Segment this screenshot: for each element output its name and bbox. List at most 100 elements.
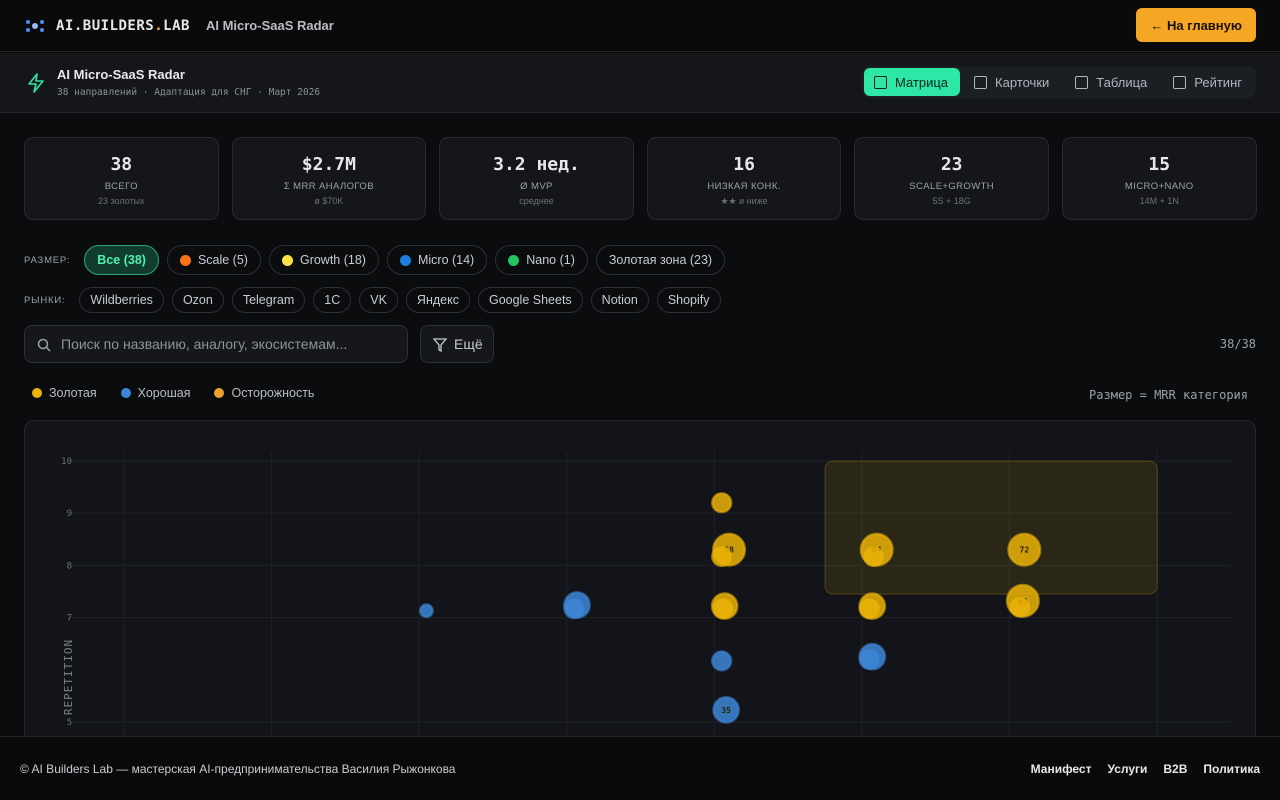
stat-card: $2.7M Σ MRR АНАЛОГОВ ø $70K xyxy=(231,137,427,220)
brand-part: AI xyxy=(56,17,74,34)
top-bar: AI.BUILDERS.LAB AI Micro-SaaS Radar ← На… xyxy=(0,0,1280,52)
tab-label: Карточки xyxy=(995,74,1050,90)
stat-sub: ø $70K xyxy=(314,196,344,206)
stat-sub: 14M + 1N xyxy=(1139,196,1179,206)
chip-dot xyxy=(399,254,411,266)
legend-swatch xyxy=(120,388,131,398)
logo-icon xyxy=(26,19,44,32)
size-chip[interactable]: Все (38) xyxy=(84,245,159,275)
footer-link[interactable]: B2B xyxy=(1163,761,1188,776)
view-tab[interactable]: Матрица xyxy=(864,68,961,96)
brand-part: .BUILDERS xyxy=(73,17,155,34)
market-chip[interactable]: Ozon xyxy=(171,287,224,313)
footer-link[interactable]: Политика xyxy=(1203,761,1260,776)
view-tab[interactable]: Таблица xyxy=(1065,68,1159,96)
filter-icon xyxy=(433,338,447,352)
tab-icon xyxy=(1075,75,1089,89)
section-subtitle: 38 направлений · Адаптация для СНГ · Мар… xyxy=(57,87,321,98)
stat-card: 23 SCALE+GROWTH 5S + 18G xyxy=(854,137,1049,220)
tab-label: Матрица xyxy=(895,74,949,90)
chip-dot xyxy=(281,254,293,266)
tab-icon xyxy=(1173,75,1187,89)
bubble xyxy=(858,598,880,620)
view-tabs: Матрица Карточки Таблица Рейтинг xyxy=(862,66,1256,98)
stat-label: ВСЕГО xyxy=(104,181,138,192)
size-chip[interactable]: Growth (18) xyxy=(268,245,379,275)
legend-label: Хорошая xyxy=(137,386,191,400)
more-button[interactable]: Ещё xyxy=(420,325,494,363)
footer: © AI Builders Lab — мастерская AI-предпр… xyxy=(0,736,1280,800)
stat-card: 38 ВСЕГО 23 золотых xyxy=(24,137,219,220)
bubble-score: 35 xyxy=(721,706,731,715)
market-chip[interactable]: VK xyxy=(359,287,398,313)
brand-part: LAB xyxy=(163,17,190,34)
footer-links: Манифест Услуги B2B Политика xyxy=(1031,762,1260,776)
stat-card: 3.2 нед. Ø MVP среднее xyxy=(439,137,634,220)
view-tab[interactable]: Карточки xyxy=(964,68,1061,96)
chip-label: Nano (1) xyxy=(526,253,575,267)
search-placeholder: Поиск по названию, аналогу, экосистемам.… xyxy=(61,336,348,352)
stat-value: 38 xyxy=(110,154,133,175)
bubble xyxy=(563,598,585,620)
stat-card: 15 MICRO+NANO 14M + 1N xyxy=(1061,137,1257,220)
bubble xyxy=(712,598,734,620)
search-icon xyxy=(37,338,51,352)
brand[interactable]: AI.BUILDERS.LAB xyxy=(56,18,190,34)
section-bar: AI Micro-SaaS Radar 38 направлений · Ада… xyxy=(0,53,1280,113)
market-chip[interactable]: Telegram xyxy=(231,287,306,313)
view-tab[interactable]: Рейтинг xyxy=(1163,68,1254,96)
filter-label: РАЗМЕР: xyxy=(24,254,71,266)
market-chip[interactable]: 1C xyxy=(313,287,352,313)
y-tick-label: 8 xyxy=(67,561,72,571)
stat-value: 23 xyxy=(940,154,963,175)
tab-label: Таблица xyxy=(1096,74,1148,90)
size-note: Размер = MRR категория xyxy=(1089,388,1248,402)
size-filters: РАЗМЕР: Все (38) Scale (5) Growth (18) Micro… xyxy=(24,245,726,275)
y-axis-label: REPETITION xyxy=(62,639,75,715)
market-chip[interactable]: Shopify xyxy=(656,287,721,313)
bubble xyxy=(1007,532,1042,567)
bubble xyxy=(1009,596,1031,618)
stat-value: 3.2 нед. xyxy=(493,154,580,175)
search-input[interactable]: Поиск по названию, аналогу, экосистемам.… xyxy=(24,325,408,363)
stat-value: $2.7M xyxy=(301,154,356,175)
market-filters: РЫНКИ: Wildberries Ozon Telegram 1C VK Яндекс G… xyxy=(24,287,721,313)
stat-card: 16 НИЗКАЯ КОНК. ★★ и ниже xyxy=(646,137,842,220)
tab-label: Рейтинг xyxy=(1194,74,1242,90)
legend-label: Золотая xyxy=(49,386,97,400)
market-chip[interactable]: Wildberries xyxy=(79,287,164,313)
market-chip[interactable]: Google Sheets xyxy=(477,287,583,313)
bubble xyxy=(711,545,733,568)
stat-sub: среднее xyxy=(519,196,554,206)
size-chip[interactable]: Micro (14) xyxy=(386,245,488,275)
y-tick-label: 7 xyxy=(67,614,72,624)
bubble xyxy=(863,545,885,568)
legend-item: Золотая xyxy=(32,386,97,400)
stat-sub: 23 золотых xyxy=(97,196,145,206)
tab-icon xyxy=(974,75,988,89)
footer-link[interactable]: Услуги xyxy=(1107,761,1148,776)
stat-value: 16 xyxy=(733,154,755,175)
legend-item: Хорошая xyxy=(120,386,191,400)
footer-link[interactable]: Манифест xyxy=(1030,761,1092,776)
y-tick-label: 10 xyxy=(61,457,72,467)
size-chip[interactable]: Золотая зона (23) xyxy=(595,245,726,275)
chip-dot xyxy=(508,254,520,266)
stats-row: 38 ВСЕГО 23 золотых $2.7M Σ MRR АНАЛОГОВ ø $7… xyxy=(24,137,1257,220)
bubble xyxy=(711,492,733,514)
bubble xyxy=(712,696,740,724)
bubble xyxy=(858,648,880,670)
brand-dot: . xyxy=(154,17,164,34)
copyright: © AI Builders Lab — мастерская AI-предпр… xyxy=(20,761,456,776)
chip-dot xyxy=(179,254,191,266)
size-chip[interactable]: Scale (5) xyxy=(166,245,261,275)
more-label: Ещё xyxy=(454,336,483,352)
legend-swatch xyxy=(214,388,225,398)
market-chip[interactable]: Яндекс xyxy=(405,287,470,313)
market-chip[interactable]: Notion xyxy=(590,287,649,313)
chip-label: Золотая зона (23) xyxy=(608,253,713,267)
stat-label: SCALE+GROWTH xyxy=(909,181,995,192)
size-chip[interactable]: Nano (1) xyxy=(495,245,588,275)
home-button[interactable]: ← На главную xyxy=(1136,8,1256,42)
